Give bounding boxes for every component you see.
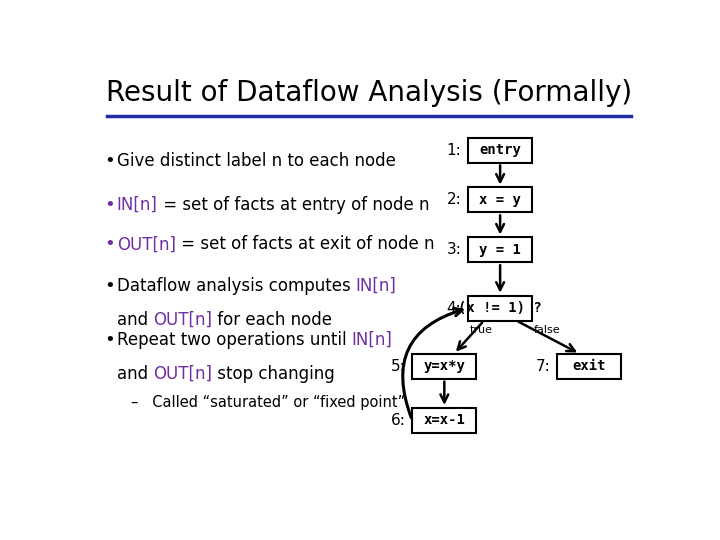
FancyBboxPatch shape xyxy=(413,354,477,379)
Text: Give distinct label n to each node: Give distinct label n to each node xyxy=(117,152,396,170)
Text: x = y: x = y xyxy=(480,193,521,207)
Text: (x != 1) ?: (x != 1) ? xyxy=(458,301,542,315)
Text: stop changing: stop changing xyxy=(212,365,335,383)
Text: false: false xyxy=(534,325,560,335)
FancyBboxPatch shape xyxy=(468,187,532,212)
Text: •: • xyxy=(104,331,114,349)
Text: IN[n]: IN[n] xyxy=(351,331,392,349)
Text: entry: entry xyxy=(480,143,521,157)
Text: •: • xyxy=(104,196,114,214)
Text: Dataflow analysis computes: Dataflow analysis computes xyxy=(117,277,356,295)
FancyArrowPatch shape xyxy=(402,308,462,418)
Text: = set of facts at exit of node n: = set of facts at exit of node n xyxy=(176,235,434,253)
Text: y=x*y: y=x*y xyxy=(423,359,465,373)
FancyBboxPatch shape xyxy=(468,138,532,163)
FancyBboxPatch shape xyxy=(468,295,532,321)
Text: IN[n]: IN[n] xyxy=(117,196,158,214)
Text: and: and xyxy=(117,311,153,329)
FancyBboxPatch shape xyxy=(468,238,532,262)
Text: 5:: 5: xyxy=(391,359,405,374)
Text: 7:: 7: xyxy=(536,359,551,374)
Text: Result of Dataflow Analysis (Formally): Result of Dataflow Analysis (Formally) xyxy=(106,79,632,107)
Text: OUT[n]: OUT[n] xyxy=(153,365,212,383)
Text: true: true xyxy=(469,325,492,335)
Text: and: and xyxy=(117,365,153,383)
Text: exit: exit xyxy=(572,359,606,373)
Text: OUT[n]: OUT[n] xyxy=(117,235,176,253)
Text: 3:: 3: xyxy=(446,242,462,258)
Text: Repeat two operations until: Repeat two operations until xyxy=(117,331,351,349)
Text: y = 1: y = 1 xyxy=(480,243,521,257)
Text: •: • xyxy=(104,235,114,253)
Text: IN[n]: IN[n] xyxy=(356,277,397,295)
Text: 4:: 4: xyxy=(446,301,462,315)
Text: –   Called “saturated” or “fixed point”: – Called “saturated” or “fixed point” xyxy=(131,395,405,410)
Text: x=x-1: x=x-1 xyxy=(423,413,465,427)
Text: 6:: 6: xyxy=(391,413,405,428)
Text: OUT[n]: OUT[n] xyxy=(153,311,212,329)
FancyBboxPatch shape xyxy=(557,354,621,379)
Text: = set of facts at entry of node n: = set of facts at entry of node n xyxy=(158,196,429,214)
FancyBboxPatch shape xyxy=(413,408,477,433)
Text: for each node: for each node xyxy=(212,311,332,329)
Text: •: • xyxy=(104,277,114,295)
Text: 1:: 1: xyxy=(446,143,462,158)
Text: 2:: 2: xyxy=(446,192,462,207)
Text: •: • xyxy=(104,152,114,170)
